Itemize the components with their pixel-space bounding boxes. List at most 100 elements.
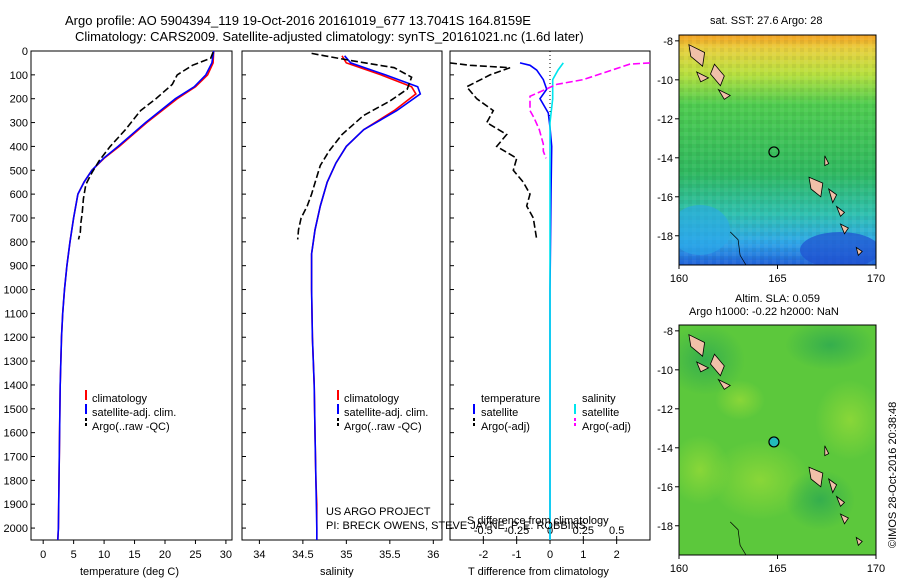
sla-field-blob xyxy=(815,380,876,460)
depth-tick-label: 1200 xyxy=(4,332,28,344)
temperature-xtick-label: 0 xyxy=(40,549,46,561)
sla-lat-tick-label: -18 xyxy=(657,521,673,533)
salinity-xtick-label: 34.5 xyxy=(292,549,313,561)
sst-lat-tick-label: -12 xyxy=(657,114,673,126)
temperature-xtick-label: 15 xyxy=(128,549,140,561)
sst-lat-tick-label: -14 xyxy=(657,153,673,165)
sst-lon-tick-label: 170 xyxy=(867,273,885,285)
sal-legend-climatology: climatology xyxy=(344,393,400,405)
temperature-xtick-label: 20 xyxy=(159,549,171,561)
salinity-series-satellite-adj-clim- xyxy=(310,55,422,540)
sla-lon-tick-label: 165 xyxy=(768,563,786,575)
sst-lat-tick-label: -16 xyxy=(657,192,673,204)
temperature-xtick-label: 10 xyxy=(98,549,110,561)
diff-legend-s-satellite: satellite xyxy=(582,407,619,419)
sla-reef-contour xyxy=(729,521,747,555)
depth-tick-label: 200 xyxy=(10,94,28,106)
sst-lon-tick-label: 165 xyxy=(768,273,786,285)
depth-tick-label: 100 xyxy=(10,70,28,82)
sla-lat-tick-label: -14 xyxy=(657,443,673,455)
depth-tick-label: 2000 xyxy=(4,523,28,535)
sla-island xyxy=(717,378,732,390)
sst-island xyxy=(835,205,846,218)
sla-island xyxy=(824,445,830,457)
sla-lon-tick-label: 170 xyxy=(867,563,885,575)
sla-lat-tick-label: -8 xyxy=(663,326,673,338)
depth-tick-label: 500 xyxy=(10,165,28,177)
sla-map-subtitle: Argo h1000: -0.22 h2000: NaN xyxy=(689,306,839,318)
difference-xtick-label: 1 xyxy=(580,549,586,561)
depth-tick-label: 400 xyxy=(10,141,28,153)
sst-reef-contour xyxy=(729,231,747,265)
sst-lat-tick-label: -10 xyxy=(657,75,673,87)
difference-xtick-label: 2 xyxy=(614,549,620,561)
sla-island xyxy=(710,353,725,377)
temperature-xtick-label: 5 xyxy=(71,549,77,561)
depth-tick-label: 1900 xyxy=(4,499,28,511)
diff-legend-salinity-head: salinity xyxy=(582,393,616,405)
difference-series-salinity-argo-adj- xyxy=(529,62,651,159)
diff-legend-t-argo: Argo(-adj) xyxy=(481,421,530,433)
depth-tick-label: 700 xyxy=(10,213,28,225)
depth-tick-label: 1100 xyxy=(4,308,28,320)
sst-island xyxy=(695,71,710,83)
sst-island xyxy=(717,88,732,100)
sal-legend-argo: Argo(..raw -QC) xyxy=(344,421,422,433)
credit-pi: PI: BRECK OWENS, STEVE JAYNE, P. E. ROBB… xyxy=(326,520,586,532)
depth-tick-label: 1700 xyxy=(4,452,28,464)
sla-lat-tick-label: -10 xyxy=(657,365,673,377)
sst-lat-tick-label: -8 xyxy=(663,36,673,48)
temperature-xtick-label: 25 xyxy=(189,549,201,561)
salinity-axis-label: salinity xyxy=(320,566,354,578)
sst-map-content xyxy=(679,35,876,265)
temperature-xtick-label: 30 xyxy=(220,549,232,561)
sla-island xyxy=(688,333,706,357)
depth-tick-label: 1300 xyxy=(4,356,28,368)
depth-tick-label: 1400 xyxy=(4,380,28,392)
difference-x2tick-label: 0.5 xyxy=(609,525,624,537)
difference-series-temperature-argo-adj- xyxy=(449,62,538,240)
sla-island xyxy=(827,477,838,494)
credit-project: US ARGO PROJECT xyxy=(326,506,431,518)
difference-x2tick-label: 0.25 xyxy=(573,525,594,537)
diff-legend-t-satellite: satellite xyxy=(481,407,518,419)
depth-tick-label: 0 xyxy=(22,46,28,58)
sst-lat-tick-label: -18 xyxy=(657,231,673,243)
copyright-stamp: ©IMOS 28-Oct-2016 20:38:48 xyxy=(887,402,899,548)
difference-x2tick-label: -0.25 xyxy=(504,525,529,537)
temperature-series-satellite-adj-clim- xyxy=(57,50,215,541)
sst-island xyxy=(855,246,863,257)
sal-legend-satellite: satellite-adj. clim. xyxy=(344,407,428,419)
figure-title-line-2: Climatology: CARS2009. Satellite-adjuste… xyxy=(75,29,584,44)
sst-island xyxy=(827,187,838,204)
depth-tick-label: 600 xyxy=(10,189,28,201)
difference-series-salinity-satellite xyxy=(549,62,564,540)
salinity-plot-frame xyxy=(241,50,443,541)
temperature-plot-frame xyxy=(30,50,233,541)
temp-legend-climatology: climatology xyxy=(92,393,148,405)
sst-field-blob xyxy=(679,205,730,255)
sst-island xyxy=(824,155,830,167)
depth-tick-label: 900 xyxy=(10,261,28,273)
sla-argo-position-marker xyxy=(768,436,780,448)
sla-field-blob xyxy=(785,470,855,530)
temperature-series-argo-raw-qc- xyxy=(77,51,214,240)
sla-island xyxy=(695,361,710,373)
sla-lat-tick-label: -16 xyxy=(657,482,673,494)
sla-island xyxy=(808,466,824,488)
s-difference-axis-label: S difference from climatology xyxy=(467,515,609,527)
diff-legend-s-argo: Argo(-adj) xyxy=(582,421,631,433)
depth-tick-label: 800 xyxy=(10,237,28,249)
depth-tick-label: 1000 xyxy=(4,285,28,297)
temp-legend-satellite: satellite-adj. clim. xyxy=(92,407,176,419)
diff-legend-temperature-head: temperature xyxy=(481,393,540,405)
sla-island xyxy=(839,513,849,525)
salinity-xtick-label: 35 xyxy=(340,549,352,561)
salinity-series-argo-raw-qc- xyxy=(296,52,413,240)
difference-xtick-label: 0 xyxy=(547,549,553,561)
temp-legend-argo: Argo(..raw -QC) xyxy=(92,421,170,433)
sst-island xyxy=(688,43,706,67)
